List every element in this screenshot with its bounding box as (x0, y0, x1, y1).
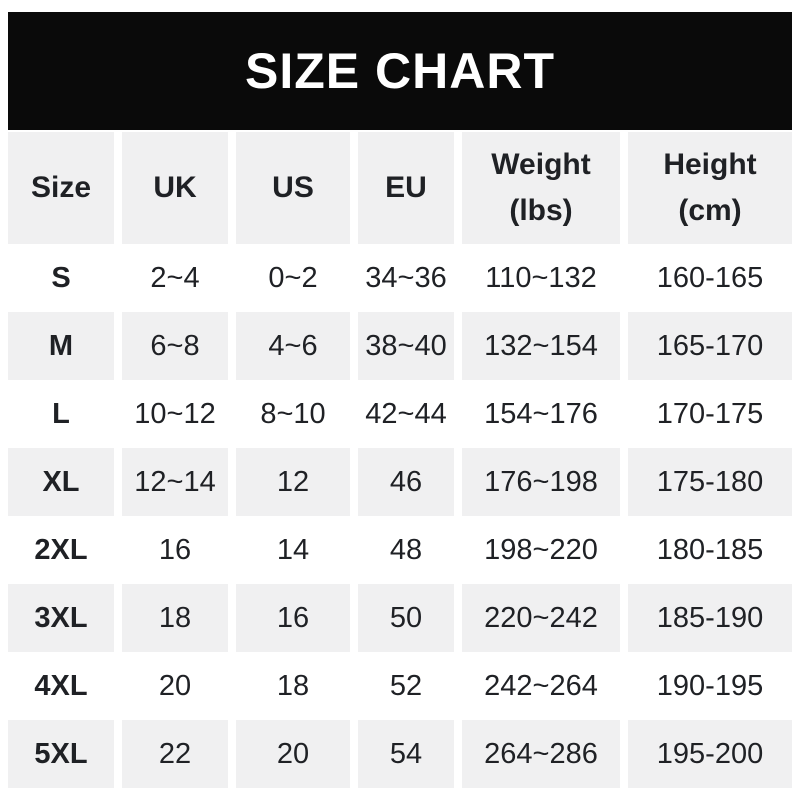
cell-eu: 52 (358, 652, 454, 720)
cell-uk: 6~8 (122, 312, 228, 380)
cell-size: 3XL (8, 584, 114, 652)
cell-us: 8~10 (236, 380, 350, 448)
cell-height: 160-165 (628, 244, 792, 312)
cell-weight: 154~176 (462, 380, 620, 448)
header-label: US (272, 170, 314, 204)
cell-uk: 2~4 (122, 244, 228, 312)
table-row-m: M 6~8 4~6 38~40 132~154 165-170 (8, 312, 792, 380)
header-label-line2: (lbs) (509, 194, 573, 227)
column-header-us: US (236, 132, 350, 244)
table-row-xl: XL 12~14 12 46 176~198 175-180 (8, 448, 792, 516)
table-row-5xl: 5XL 22 20 54 264~286 195-200 (8, 720, 792, 788)
cell-height: 165-170 (628, 312, 792, 380)
cell-us: 20 (236, 720, 350, 788)
cell-weight: 110~132 (462, 244, 620, 312)
table-row-3xl: 3XL 18 16 50 220~242 185-190 (8, 584, 792, 652)
cell-us: 0~2 (236, 244, 350, 312)
cell-size: 5XL (8, 720, 114, 788)
cell-eu: 54 (358, 720, 454, 788)
header-row: Size UK US EU Weight (lbs) Height (cm) (8, 132, 792, 244)
header-label: UK (153, 170, 197, 204)
size-chart-banner: SIZE CHART (8, 12, 792, 130)
cell-height: 175-180 (628, 448, 792, 516)
cell-size: S (8, 244, 114, 312)
header-label-line2: (cm) (678, 194, 742, 227)
cell-weight: 198~220 (462, 516, 620, 584)
header-label: Height (663, 147, 757, 181)
cell-eu: 48 (358, 516, 454, 584)
column-header-weight: Weight (lbs) (462, 132, 620, 244)
cell-height: 185-190 (628, 584, 792, 652)
table-row-4xl: 4XL 20 18 52 242~264 190-195 (8, 652, 792, 720)
cell-uk: 20 (122, 652, 228, 720)
cell-us: 4~6 (236, 312, 350, 380)
cell-us: 16 (236, 584, 350, 652)
table-row-l: L 10~12 8~10 42~44 154~176 170-175 (8, 380, 792, 448)
cell-size: M (8, 312, 114, 380)
column-header-height: Height (cm) (628, 132, 792, 244)
cell-weight: 220~242 (462, 584, 620, 652)
cell-uk: 10~12 (122, 380, 228, 448)
cell-height: 180-185 (628, 516, 792, 584)
page-title: SIZE CHART (245, 43, 555, 99)
cell-eu: 38~40 (358, 312, 454, 380)
cell-size: L (8, 380, 114, 448)
header-label: Size (30, 170, 92, 204)
table-row-2xl: 2XL 16 14 48 198~220 180-185 (8, 516, 792, 584)
cell-us: 12 (236, 448, 350, 516)
cell-uk: 12~14 (122, 448, 228, 516)
cell-size: 4XL (8, 652, 114, 720)
cell-height: 170-175 (628, 380, 792, 448)
cell-uk: 18 (122, 584, 228, 652)
cell-height: 195-200 (628, 720, 792, 788)
cell-size: XL (8, 448, 114, 516)
header-label: Weight (491, 147, 591, 181)
cell-us: 18 (236, 652, 350, 720)
cell-size: 2XL (8, 516, 114, 584)
cell-uk: 16 (122, 516, 228, 584)
cell-eu: 46 (358, 448, 454, 516)
table-row-s: S 2~4 0~2 34~36 110~132 160-165 (8, 244, 792, 312)
cell-weight: 132~154 (462, 312, 620, 380)
cell-weight: 176~198 (462, 448, 620, 516)
header-label: EU (385, 170, 427, 204)
cell-eu: 50 (358, 584, 454, 652)
cell-eu: 34~36 (358, 244, 454, 312)
cell-weight: 264~286 (462, 720, 620, 788)
cell-uk: 22 (122, 720, 228, 788)
cell-height: 190-195 (628, 652, 792, 720)
column-header-eu: EU (358, 132, 454, 244)
column-header-size: Size (8, 132, 114, 244)
column-header-uk: UK (122, 132, 228, 244)
size-chart-table: Size UK US EU Weight (lbs) Height (cm) S 2… (0, 132, 800, 788)
cell-us: 14 (236, 516, 350, 584)
cell-eu: 42~44 (358, 380, 454, 448)
cell-weight: 242~264 (462, 652, 620, 720)
